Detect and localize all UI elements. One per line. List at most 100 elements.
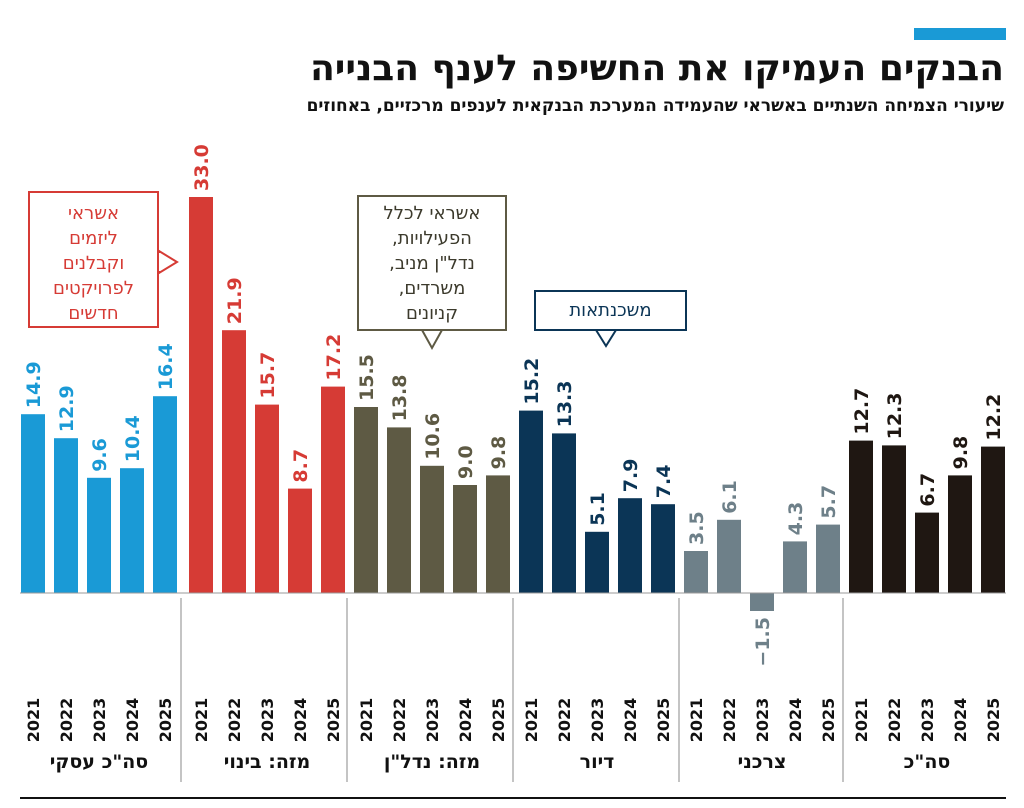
year-tick-label: 2022	[57, 698, 76, 743]
bar	[981, 446, 1005, 593]
year-tick-label: 2022	[885, 698, 904, 743]
year-tick-label: 2021	[192, 698, 211, 743]
value-label: 15.7	[257, 352, 279, 399]
callout-mortgages-pointer	[594, 329, 618, 348]
callout-line: וקבלנים	[62, 253, 125, 274]
series-name-label: צרכני	[738, 751, 787, 773]
bar	[354, 407, 378, 593]
year-tick-label: 2024	[123, 698, 142, 743]
accent-bar	[914, 28, 1006, 40]
value-label: 12.9	[56, 385, 78, 432]
bar	[288, 488, 312, 593]
bar	[849, 440, 873, 593]
year-tick-label: 2022	[390, 698, 409, 743]
chart-subtitle: שיעורי הצמיחה השנתיים באשראי שהעמידה המע…	[306, 96, 1004, 116]
value-label: 8.7	[290, 449, 312, 483]
bar	[618, 498, 642, 593]
value-label: 12.3	[884, 393, 906, 440]
bottom-rule	[20, 797, 1006, 799]
bar	[585, 531, 609, 593]
bar	[321, 386, 345, 593]
bar	[453, 485, 477, 593]
series-name-label: סה"כ עסקי	[50, 751, 148, 773]
bar	[783, 541, 807, 593]
year-tick-label: 2023	[258, 698, 277, 743]
year-tick-label: 2025	[654, 698, 673, 743]
year-tick-label: 2023	[918, 698, 937, 743]
value-label: 10.4	[122, 415, 144, 462]
value-label: 9.8	[950, 436, 972, 470]
year-tick-label: 2025	[156, 698, 175, 743]
year-tick-label: 2023	[588, 698, 607, 743]
bar	[255, 404, 279, 593]
bar	[387, 427, 411, 593]
year-tick-label: 2024	[456, 698, 475, 743]
series-name-label: מזה: בינוי	[224, 751, 311, 773]
year-tick-label: 2023	[90, 698, 109, 743]
callout-line: ליזמים	[69, 228, 118, 249]
series-name-label: דיור	[580, 751, 615, 773]
year-tick-label: 2021	[24, 698, 43, 743]
callout-line: לפרויקטים	[53, 278, 134, 299]
callout-line: משרדים,	[398, 278, 466, 299]
year-tick-label: 2025	[324, 698, 343, 743]
bar	[87, 477, 111, 593]
value-label: 13.8	[389, 375, 411, 422]
bar	[519, 410, 543, 593]
value-label: 6.7	[917, 473, 939, 507]
value-label: 12.2	[983, 394, 1005, 441]
bar	[882, 445, 906, 593]
value-label: 15.5	[356, 354, 378, 401]
bar	[21, 414, 45, 593]
callout-line: אשראי	[67, 203, 119, 224]
value-label: 12.7	[851, 388, 873, 435]
value-label: 7.4	[653, 465, 675, 499]
value-label: 4.3	[785, 502, 807, 536]
year-tick-label: 2024	[786, 698, 805, 743]
bar	[750, 593, 774, 611]
bar	[54, 438, 78, 593]
callout-all-activities: אשראי לכלל הפעילויות, נדל"ן מניב, משרדים…	[357, 195, 507, 331]
year-tick-label: 2023	[753, 698, 772, 743]
year-tick-label: 2025	[489, 698, 508, 743]
year-tick-label: 2024	[621, 698, 640, 743]
series-name-label: סה"כ	[904, 751, 951, 773]
callout-line: הפעילויות,	[392, 228, 472, 249]
value-label: 21.9	[224, 277, 246, 324]
year-tick-label: 2022	[555, 698, 574, 743]
bar	[816, 524, 840, 593]
value-label: 6.1	[719, 480, 741, 514]
callout-line: קניונים	[405, 303, 459, 324]
bar	[684, 551, 708, 593]
bar	[717, 519, 741, 593]
year-tick-label: 2021	[852, 698, 871, 743]
callout-line: נדל"ן מניב,	[389, 253, 475, 274]
year-tick-label: 2024	[291, 698, 310, 743]
bar	[486, 475, 510, 593]
bar	[948, 475, 972, 593]
value-label: 14.9	[23, 361, 45, 408]
bar	[120, 468, 144, 593]
value-label: 13.3	[554, 381, 576, 428]
bar	[552, 433, 576, 593]
callout-line: משכנתאות	[569, 300, 652, 321]
bar	[153, 396, 177, 593]
value-label: 10.6	[422, 413, 444, 460]
value-label: 9.0	[455, 445, 477, 479]
chart-title: הבנקים העמיקו את החשיפה לענף הבנייה	[310, 48, 1004, 89]
year-tick-label: 2024	[951, 698, 970, 743]
value-label: 9.8	[488, 436, 510, 470]
bar	[222, 330, 246, 593]
year-tick-label: 2025	[984, 698, 1003, 743]
value-label: 5.1	[587, 492, 609, 526]
value-label: −1.5	[752, 617, 774, 667]
year-tick-label: 2025	[819, 698, 838, 743]
year-tick-label: 2022	[720, 698, 739, 743]
value-label: 17.2	[323, 334, 345, 381]
callout-line: חדשים	[68, 303, 119, 324]
value-label: 9.6	[89, 438, 111, 472]
bar	[651, 504, 675, 593]
value-label: 7.9	[620, 459, 642, 493]
value-label: 16.4	[155, 343, 177, 390]
